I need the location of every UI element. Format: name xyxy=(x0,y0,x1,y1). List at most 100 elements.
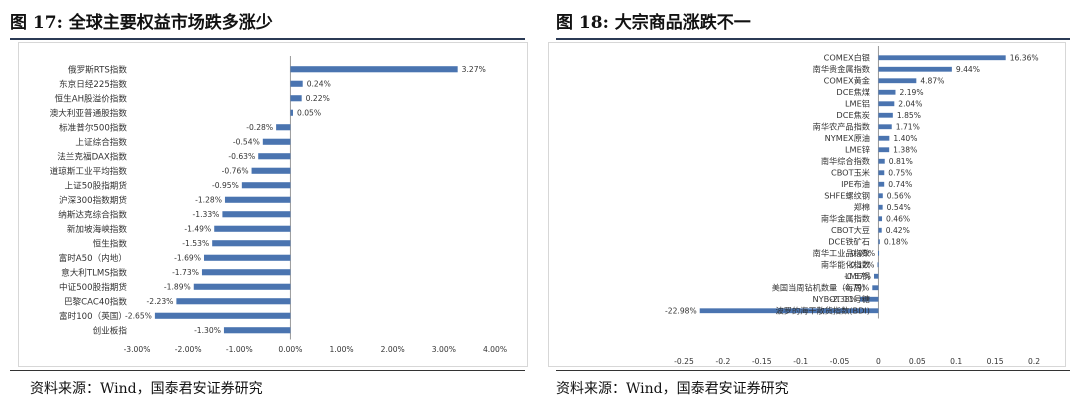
c1-x-tick-label: 0.05 xyxy=(909,357,926,366)
c0-bar xyxy=(154,312,291,319)
c1-x-tick-label: -0.15 xyxy=(752,357,772,366)
right-figure-title: 图 18: 大宗商品涨跌不一 xyxy=(556,13,751,33)
c1-category-label: 郑棉 xyxy=(854,202,870,212)
c1-bar xyxy=(878,181,885,187)
c0-category-label: 富时A50（内地） xyxy=(59,252,127,264)
c1-category-label: 南华农产品指数 xyxy=(813,122,870,132)
c0-category-label: 纳斯达克综合指数 xyxy=(58,208,127,220)
c0-bar xyxy=(262,138,291,145)
c1-value-label: -0.05% xyxy=(848,249,875,258)
c0-value-label: -0.95% xyxy=(212,181,239,190)
c0-value-label: -1.28% xyxy=(195,195,222,204)
c1-bar xyxy=(878,158,885,164)
c0-category-label: 上证50股指期货 xyxy=(65,179,128,191)
c1-value-label: 0.81% xyxy=(889,157,913,166)
c0-x-tick-label: -3.00% xyxy=(124,345,151,354)
c1-category-label: LME锌 xyxy=(845,145,870,155)
right-title-rule xyxy=(556,38,1070,40)
c0-value-label: -1.73% xyxy=(172,268,199,277)
c0-category-label: 富时100（英国） xyxy=(59,310,127,322)
c1-value-label: 0.75% xyxy=(888,168,912,177)
c1-category-label: IPE布油 xyxy=(841,179,870,189)
c1-value-label: -0.79% xyxy=(842,283,869,292)
c0-bar xyxy=(276,124,291,131)
c1-x-tick-label: 0.2 xyxy=(1028,357,1040,366)
c0-bar xyxy=(224,196,291,203)
c1-bar xyxy=(878,204,883,210)
c0-x-tick-label: 3.00% xyxy=(432,345,456,354)
c0-category-label: 标准普尔500指数 xyxy=(59,121,127,133)
c0-value-label: -0.63% xyxy=(228,152,255,161)
c1-value-label: 0.74% xyxy=(888,180,912,189)
left-source-note: 资料来源：Wind，国泰君安证券研究 xyxy=(30,381,263,397)
c0-x-tick-label: 0.00% xyxy=(278,345,302,354)
c1-x-tick-label: -0.1 xyxy=(793,357,808,366)
c1-value-label: 0.18% xyxy=(884,237,908,246)
left-chart-frame xyxy=(18,42,528,367)
c1-bar xyxy=(878,135,890,141)
c1-bar xyxy=(877,262,879,268)
c1-value-label: 1.40% xyxy=(893,134,917,143)
c0-value-label: 3.27% xyxy=(462,65,486,74)
c1-bar xyxy=(878,193,883,199)
c0-x-tick-label: -2.00% xyxy=(175,345,202,354)
c1-category-label: COMEX黄金 xyxy=(824,76,870,86)
c0-bar xyxy=(201,269,291,276)
c0-category-label: 意大利TLMS指数 xyxy=(61,266,127,278)
c0-bar xyxy=(241,182,291,189)
c1-value-label: 9.44% xyxy=(956,65,980,74)
c1-bar xyxy=(872,285,879,291)
c1-category-label: COMEX白银 xyxy=(824,53,870,63)
c1-value-label: -2.38% xyxy=(830,295,857,304)
right-bottom-rule xyxy=(556,370,1070,371)
c1-category-label: 南华综合指数 xyxy=(821,156,870,166)
c0-bar xyxy=(251,167,291,174)
c0-value-label: 0.24% xyxy=(307,79,331,88)
c0-category-label: 新加坡海峡指数 xyxy=(67,223,128,235)
c0-category-label: 巴黎CAC40指数 xyxy=(64,295,127,307)
c1-x-tick-label: 0 xyxy=(876,357,881,366)
c1-bar xyxy=(878,216,883,222)
left-figure-title: 图 17: 全球主要权益市场跌多涨少 xyxy=(10,13,273,33)
c0-category-label: 中证500股指期货 xyxy=(59,281,127,293)
c0-bar xyxy=(222,211,291,218)
c0-category-label: 上证综合指数 xyxy=(75,136,127,148)
c1-category-label: DCE焦煤 xyxy=(836,87,870,97)
c0-x-tick-label: 2.00% xyxy=(381,345,405,354)
c1-category-label: 南华能化指数 xyxy=(821,260,870,270)
c0-value-label: -2.23% xyxy=(147,297,174,306)
c0-value-label: -1.49% xyxy=(184,224,211,233)
c1-x-tick-label: -0.2 xyxy=(715,357,730,366)
c0-bar xyxy=(290,66,458,73)
c0-x-tick-label: 1.00% xyxy=(330,345,354,354)
c0-value-label: 0.05% xyxy=(297,108,321,117)
c0-category-label: 澳大利亚普通股指数 xyxy=(50,107,128,119)
c1-bar xyxy=(878,55,1006,61)
c0-bar xyxy=(290,80,303,87)
c0-bar xyxy=(290,95,302,102)
right-source-note: 资料来源：Wind，国泰君安证券研究 xyxy=(556,381,789,397)
c0-value-label: -1.33% xyxy=(193,210,220,219)
left-title-rule xyxy=(10,38,525,40)
c0-bar xyxy=(193,283,291,290)
c1-value-label: -0.57% xyxy=(844,272,871,281)
c1-category-label: 美国当周钻机数量（每周） xyxy=(772,283,870,293)
c1-category-label: LME铜 xyxy=(845,271,870,281)
c1-value-label: 1.71% xyxy=(896,122,920,131)
c1-category-label: 南华金属指数 xyxy=(821,214,870,224)
c1-category-label: NYBOT 11号糖 xyxy=(813,294,870,304)
c0-bar xyxy=(203,254,291,261)
c0-value-label: -1.30% xyxy=(194,326,221,335)
c0-category-label: 创业板指 xyxy=(93,324,128,336)
c0-x-tick-label: 4.00% xyxy=(483,345,507,354)
c1-bar xyxy=(878,227,882,233)
c0-value-label: -0.54% xyxy=(233,137,260,146)
c1-bar xyxy=(878,89,896,95)
c1-category-label: DCE铁矿石 xyxy=(828,237,870,247)
c0-bar xyxy=(258,153,291,160)
c0-value-label: -0.28% xyxy=(246,123,273,132)
c1-category-label: CBOT大豆 xyxy=(831,225,870,235)
c0-category-label: 法兰克福DAX指数 xyxy=(57,150,127,162)
c1-bar xyxy=(878,78,917,84)
c0-category-label: 道琼斯工业平均指数 xyxy=(50,165,128,177)
